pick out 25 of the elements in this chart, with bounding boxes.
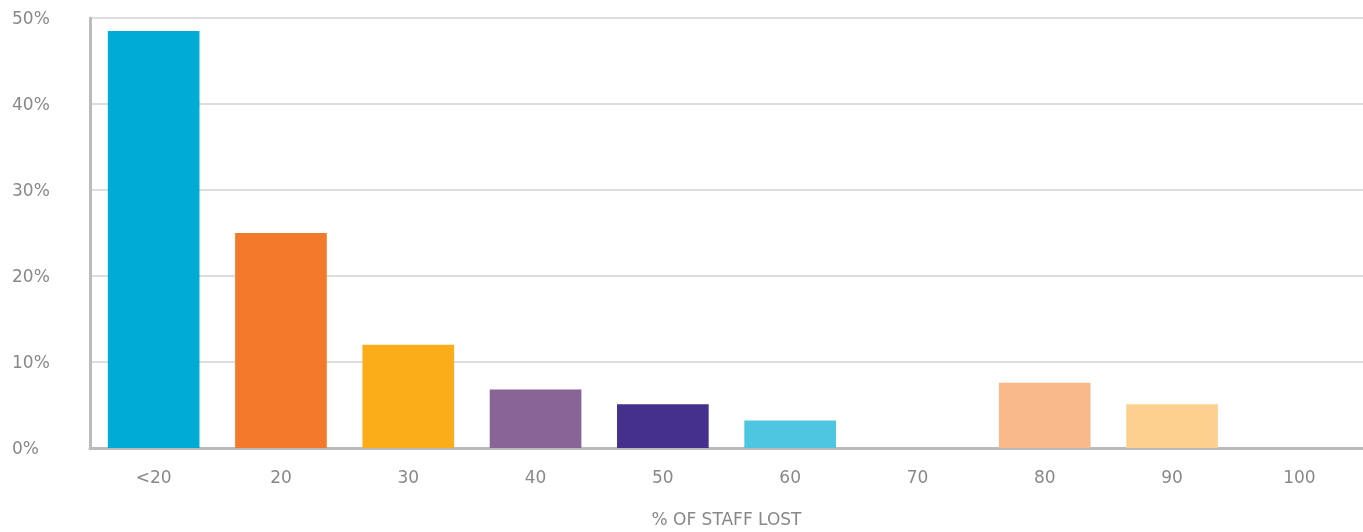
bar xyxy=(107,30,200,448)
y-tick-label: 50% xyxy=(12,8,50,28)
y-tick-label: 40% xyxy=(12,94,50,114)
y-tick-label: 10% xyxy=(12,352,50,372)
x-tick-label: 60 xyxy=(779,466,801,487)
bar xyxy=(362,344,455,448)
bar xyxy=(998,382,1091,448)
x-tick-label: 30 xyxy=(397,466,420,487)
x-tick-label: 80 xyxy=(1033,466,1056,487)
bar xyxy=(1126,404,1218,448)
x-tick-label: 50 xyxy=(652,466,674,487)
bar xyxy=(617,404,709,448)
x-tick-label: 40 xyxy=(524,466,547,487)
x-tick-label: <20 xyxy=(135,466,172,487)
bar xyxy=(744,420,836,448)
x-tick-label: 100 xyxy=(1283,466,1316,487)
y-tick-label: 30% xyxy=(12,180,50,200)
x-tick-label: 90 xyxy=(1161,466,1183,487)
y-tick-label: 0% xyxy=(12,438,39,458)
x-tick-label: 70 xyxy=(906,466,929,487)
bar xyxy=(489,389,582,448)
bar xyxy=(235,233,327,448)
y-tick-label: 20% xyxy=(12,266,50,286)
x-tick-label: 20 xyxy=(270,466,292,487)
x-axis-title: % OF STAFF LOST xyxy=(651,508,803,529)
